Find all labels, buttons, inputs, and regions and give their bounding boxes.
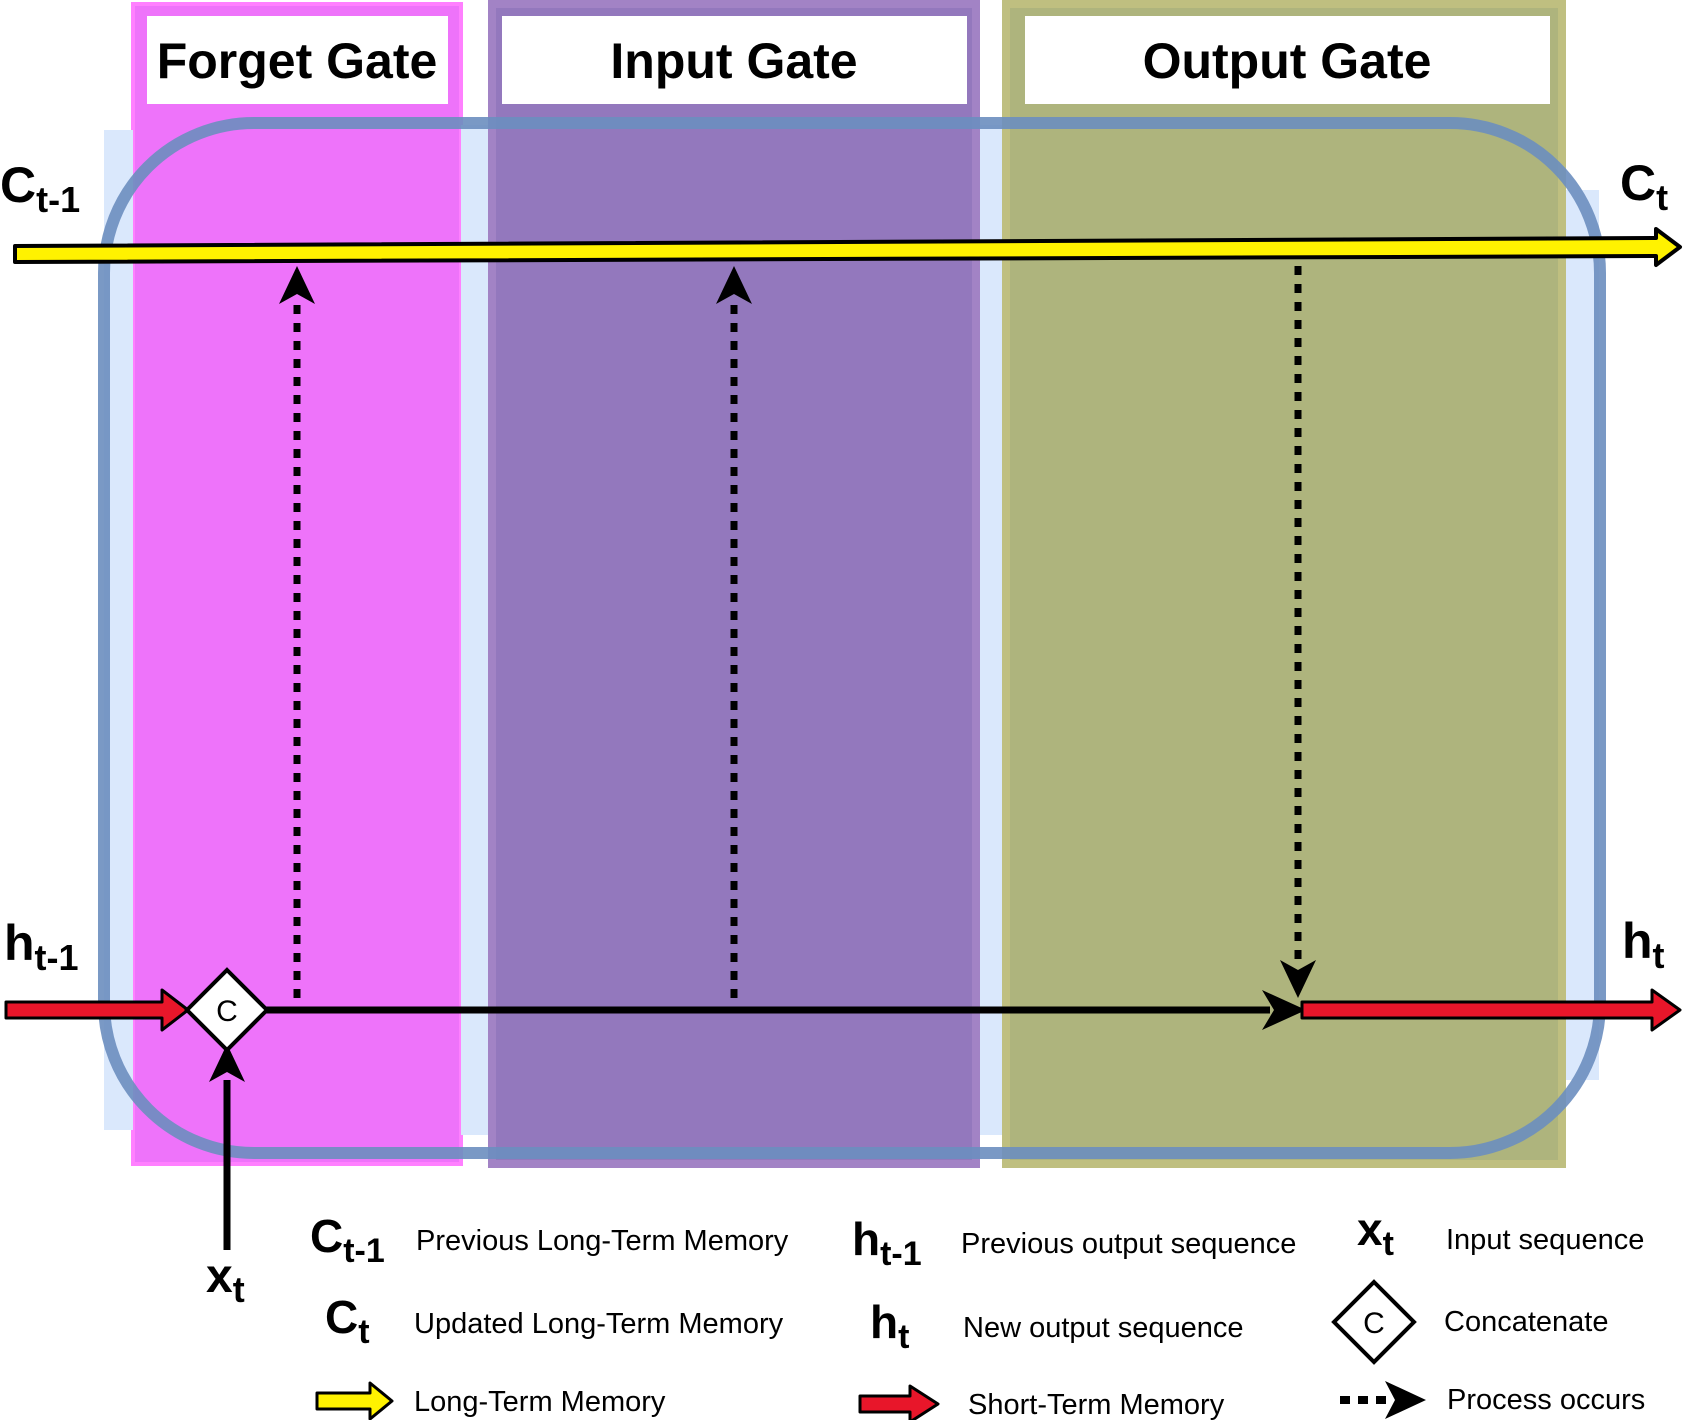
legend-short-term-memory-arrow xyxy=(858,1384,940,1420)
legend-c-next-text: Updated Long-Term Memory xyxy=(414,1308,784,1340)
legend-concatenate-letter: C xyxy=(1363,1307,1385,1340)
legend-x-input-symbol: xt xyxy=(1357,1203,1394,1263)
forget-gate-title: Forget Gate xyxy=(157,33,438,89)
c-prev-label: Ct-1 xyxy=(0,157,80,220)
input-gate-title-box xyxy=(502,16,967,104)
short-term-memory-input-arrow xyxy=(4,988,190,1032)
input-process-arrowhead xyxy=(716,266,752,304)
input-gate-title: Input Gate xyxy=(610,33,857,89)
forget-gate-title-box xyxy=(147,16,448,104)
legend-long-term-memory-text: Long-Term Memory xyxy=(414,1386,666,1418)
x-input-label: xt xyxy=(206,1250,245,1310)
legend-x-input-text: Input sequence xyxy=(1446,1224,1644,1256)
long-term-memory-arrow xyxy=(13,227,1682,267)
legend-c-prev-symbol: Ct-1 xyxy=(310,1210,385,1270)
input-sequence-arrowhead xyxy=(209,1044,245,1082)
legend-concatenate-symbol xyxy=(1331,1279,1417,1365)
legend-long-term-memory-arrow xyxy=(315,1381,394,1420)
output-gate-column xyxy=(1002,0,1566,1168)
short-term-memory-output-arrow xyxy=(1300,988,1682,1032)
legend-c-next-symbol: Ct xyxy=(325,1291,370,1351)
h-next-label: ht xyxy=(1622,913,1665,976)
output-gate-title: Output Gate xyxy=(1143,33,1432,89)
cell-gap-right xyxy=(1566,190,1599,1080)
legend-short-term-memory-text: Short-Term Memory xyxy=(968,1389,1225,1420)
legend-process-arrowhead xyxy=(1385,1381,1426,1419)
concatenate-node xyxy=(184,967,270,1053)
legend-process-text: Process occurs xyxy=(1447,1384,1645,1416)
h-prev-label: ht-1 xyxy=(4,915,79,978)
c-next-label: Ct xyxy=(1620,155,1668,218)
legend-h-next-text: New output sequence xyxy=(963,1312,1244,1344)
lstm-cell-border xyxy=(98,117,1606,1159)
legend-h-prev-symbol: ht-1 xyxy=(852,1213,922,1273)
legend-h-prev-text: Previous output sequence xyxy=(961,1228,1296,1260)
output-gate-title-box xyxy=(1025,16,1550,104)
legend-c-prev-text: Previous Long-Term Memory xyxy=(416,1225,789,1257)
legend-concatenate-text: Concatenate xyxy=(1444,1306,1608,1338)
concat-output-arrowhead xyxy=(1262,990,1306,1030)
concatenate-node-label: C xyxy=(216,995,238,1028)
cell-gap-middle-2 xyxy=(980,125,1002,1135)
cell-gap-middle-1 xyxy=(461,125,488,1135)
legend-h-next-symbol: ht xyxy=(870,1296,909,1356)
output-process-arrowhead xyxy=(1280,960,1316,998)
forget-process-arrowhead xyxy=(279,266,315,304)
